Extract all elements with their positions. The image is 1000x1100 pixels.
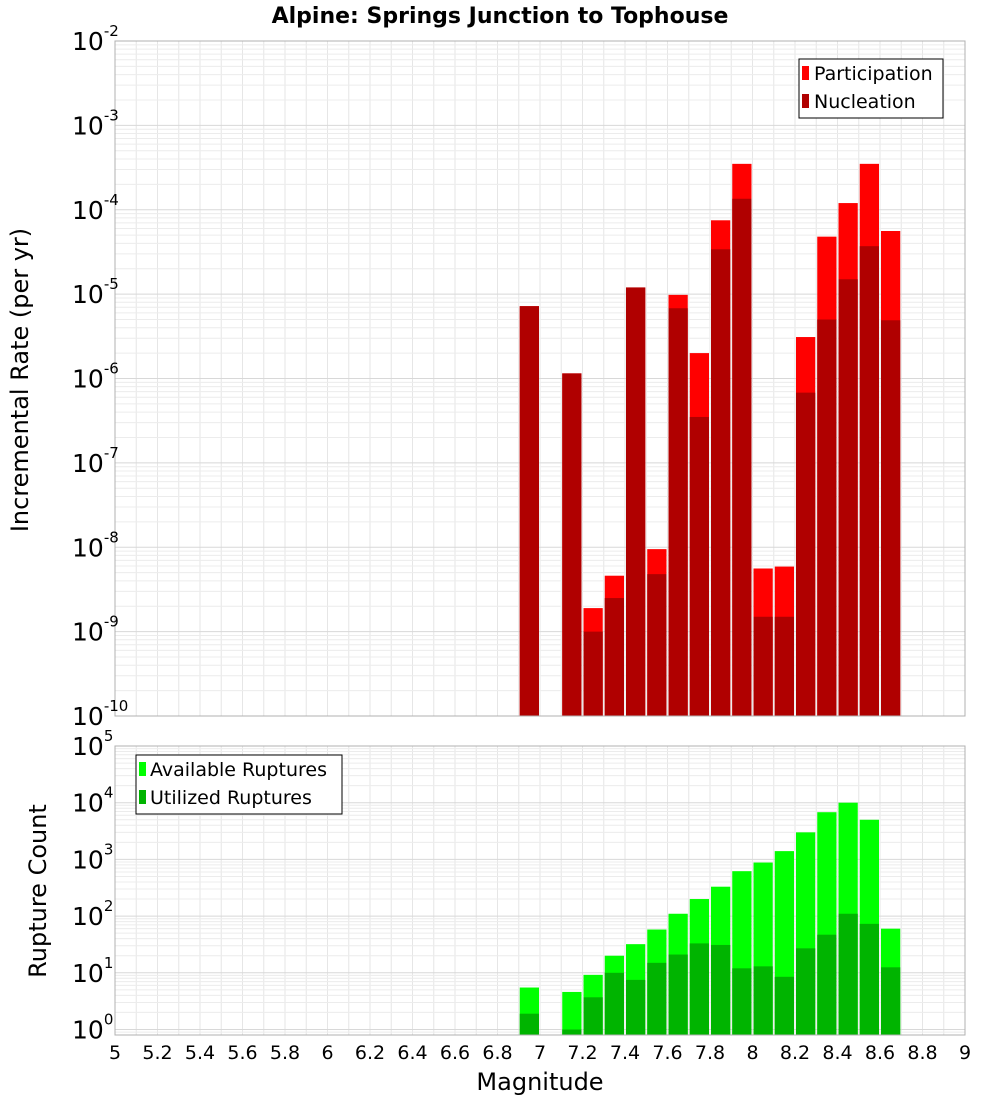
count-bar-utilized-ruptures — [604, 972, 624, 1035]
rate-gridlines — [114, 41, 966, 717]
rate-panel: 10-10 10-9 10-8 10-7 10-6 10-5 10-4 10-3 10-2 In… — [6, 22, 966, 731]
rate-y-tick-label: 10-4 — [72, 191, 119, 225]
rate-y-tick-label: 10-6 — [72, 360, 119, 394]
legend-nucleation-label: Nucleation — [814, 91, 916, 113]
x-tick-label: 5.8 — [270, 1042, 300, 1064]
legend-nucleation-swatch — [802, 94, 809, 108]
rate-y-tick-label: 10-5 — [72, 275, 119, 309]
rate-legend: Participation Nucleation — [798, 58, 944, 119]
legend-available-label: Available Ruptures — [150, 759, 327, 781]
rate-bar-nucleation — [647, 574, 667, 716]
rate-bar-nucleation — [774, 616, 794, 716]
x-tick-label: 8.8 — [907, 1042, 937, 1064]
count-bar-available-ruptures — [562, 991, 582, 1035]
rate-bar-nucleation — [732, 198, 752, 717]
rate-bar-nucleation — [626, 287, 646, 716]
magnitude-x-tick-labels: 5 5.2 5.4 5.6 5.8 6 6.2 6.4 6.6 6.8 7 7.2 7.4 7.6 7.8 8… — [109, 1042, 971, 1064]
rate-y-axis-label: Incremental Rate (per yr) — [6, 228, 34, 532]
legend-utilized-swatch — [139, 790, 146, 804]
rate-bar-nucleation — [753, 616, 773, 716]
x-tick-label: 5 — [109, 1042, 121, 1064]
rate-bar-nucleation — [859, 246, 879, 716]
count-bar-utilized-ruptures — [562, 1029, 582, 1035]
count-y-tick-labels: 100 101 102 103 104 105 — [72, 727, 113, 1045]
x-tick-label: 8 — [746, 1042, 758, 1064]
x-tick-label: 7.2 — [567, 1042, 597, 1064]
count-legend: Available Ruptures Utilized Ruptures — [135, 754, 343, 815]
x-tick-label: 5.4 — [185, 1042, 215, 1064]
x-tick-label: 8.4 — [822, 1042, 852, 1064]
count-plot-border — [114, 745, 966, 1036]
count-legend-box — [135, 754, 343, 815]
count-y-tick-label: 102 — [72, 897, 113, 931]
count-y-axis-label: Rupture Count — [24, 804, 52, 978]
legend-participation-swatch — [802, 66, 809, 80]
rate-bar-nucleation — [838, 279, 858, 716]
legend-available-swatch — [139, 762, 146, 776]
x-tick-label: 7.8 — [695, 1042, 725, 1064]
x-tick-label: 7 — [534, 1042, 546, 1064]
x-tick-label: 6.2 — [355, 1042, 385, 1064]
count-y-tick-label: 100 — [72, 1011, 113, 1045]
rate-y-tick-label: 10-3 — [72, 106, 119, 140]
count-bar-utilized-ruptures — [796, 948, 816, 1035]
count-y-tick-label: 105 — [72, 727, 113, 761]
count-bar-utilized-ruptures — [732, 968, 752, 1035]
count-bar-utilized-ruptures — [774, 976, 794, 1035]
x-axis-label: Magnitude — [476, 1068, 603, 1096]
count-bar-utilized-ruptures — [838, 913, 858, 1035]
rate-y-tick-label: 10-2 — [72, 22, 119, 56]
count-bar-utilized-ruptures — [668, 954, 688, 1035]
count-bar-utilized-ruptures — [519, 1013, 539, 1035]
rate-bar-nucleation — [817, 319, 837, 716]
count-bar-utilized-ruptures — [711, 944, 731, 1035]
rate-bar-nucleation — [583, 631, 603, 716]
rate-y-tick-label: 10-9 — [72, 613, 119, 647]
rate-bar-nucleation — [711, 249, 731, 716]
x-tick-label: 8.2 — [780, 1042, 810, 1064]
rate-y-tick-label: 10-8 — [72, 528, 119, 562]
chart-title: Alpine: Springs Junction to Tophouse — [272, 4, 729, 29]
count-bar-utilized-ruptures — [689, 943, 709, 1035]
count-bar-utilized-ruptures — [817, 934, 837, 1035]
rate-bar-nucleation — [604, 598, 624, 716]
rate-bar-nucleation — [881, 320, 901, 716]
count-bar-utilized-ruptures — [753, 966, 773, 1035]
count-bar-utilized-ruptures — [647, 962, 667, 1035]
x-tick-label: 5.2 — [142, 1042, 172, 1064]
x-tick-label: 5.6 — [227, 1042, 257, 1064]
rate-bar-nucleation — [519, 306, 539, 716]
rate-plot-border — [114, 40, 966, 717]
x-tick-label: 8.6 — [865, 1042, 895, 1064]
x-tick-label: 6 — [321, 1042, 333, 1064]
x-tick-label: 7.6 — [652, 1042, 682, 1064]
x-tick-label: 6.4 — [397, 1042, 427, 1064]
legend-participation-label: Participation — [814, 63, 933, 85]
count-bar-utilized-ruptures — [583, 997, 603, 1035]
count-bar-utilized-ruptures — [881, 967, 901, 1035]
count-y-tick-label: 103 — [72, 840, 113, 874]
rate-bar-nucleation — [689, 416, 709, 716]
rate-bar-nucleation — [562, 373, 582, 716]
rate-bars — [519, 163, 901, 717]
rate-bar-nucleation — [796, 392, 816, 716]
rate-y-tick-label: 10-10 — [72, 697, 128, 731]
x-tick-label: 9 — [959, 1042, 971, 1064]
count-bars — [519, 802, 901, 1035]
count-bar-utilized-ruptures — [859, 923, 879, 1035]
legend-utilized-label: Utilized Ruptures — [150, 787, 312, 809]
x-tick-label: 6.8 — [482, 1042, 512, 1064]
count-panel: 100 101 102 103 104 105 5 5.2 5.4 5.6 5.8 6 6.2 6.4 6… — [24, 727, 971, 1096]
rate-legend-box — [798, 58, 944, 119]
count-y-tick-label: 101 — [72, 954, 113, 988]
rate-bar-nucleation — [668, 308, 688, 716]
count-bar-utilized-ruptures — [626, 979, 646, 1035]
count-y-tick-label: 104 — [72, 784, 113, 818]
x-tick-label: 7.4 — [610, 1042, 640, 1064]
x-tick-label: 6.6 — [440, 1042, 470, 1064]
rate-y-tick-label: 10-7 — [72, 444, 119, 478]
rate-y-tick-labels: 10-10 10-9 10-8 10-7 10-6 10-5 10-4 10-3 10-2 — [72, 22, 128, 731]
